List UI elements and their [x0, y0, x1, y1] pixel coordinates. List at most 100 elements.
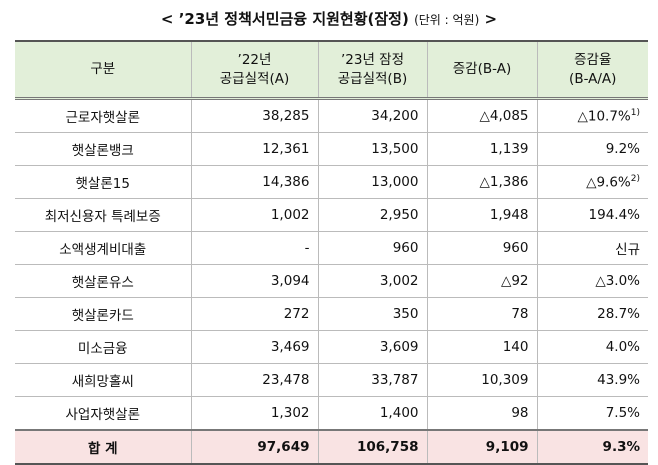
cell-text: 3,469 — [270, 339, 310, 355]
title-main: ’23년 정책서민금융 지원현황(잠정) — [178, 10, 409, 28]
header-text: 증감율 — [574, 51, 612, 68]
cell: 960 — [317, 231, 428, 265]
cell: 350 — [317, 297, 428, 331]
header-text: 공급실적(A) — [219, 70, 290, 87]
cell-text: 3,094 — [270, 273, 310, 289]
cell: 9.3% — [536, 429, 648, 465]
cell-text: 2,950 — [379, 207, 419, 223]
cell: 28.7% — [536, 297, 648, 331]
cell-text: 960 — [502, 240, 529, 256]
cell-text: 98 — [511, 405, 529, 421]
row-label: 햇살론15 — [15, 165, 192, 199]
cell: 38,285 — [190, 98, 319, 133]
cell-text: 12,361 — [262, 141, 310, 157]
cell-text: - — [304, 240, 310, 256]
cell-text: 43.9% — [597, 372, 640, 388]
cell-text: 13,500 — [371, 141, 419, 157]
cell: 33,787 — [317, 363, 428, 397]
header-text: ’22년 — [237, 51, 272, 68]
cell-text: 34,200 — [371, 108, 419, 124]
cell-text: 194.4% — [588, 207, 640, 223]
cell-text: △3.0% — [595, 273, 640, 289]
row-label: 최저신용자 특례보증 — [15, 198, 192, 232]
cell-text: 1,400 — [379, 405, 419, 421]
cell-text: △9.6% — [586, 174, 631, 191]
cell-text: 9,109 — [485, 439, 529, 455]
cell: 신규 — [536, 231, 648, 265]
cell: 194.4% — [536, 198, 648, 232]
cell: 98 — [426, 396, 538, 431]
cell: 43.9% — [536, 363, 648, 397]
cell: 97,649 — [190, 429, 319, 465]
title-suffix: > — [484, 10, 498, 28]
row: 새희망홀씨 23,478 33,787 10,309 43.9% — [15, 363, 648, 397]
cell: 9,109 — [426, 429, 538, 465]
cell: 960 — [426, 231, 538, 265]
header-text: 증감(B-A) — [452, 61, 512, 77]
cell: △1,386 — [426, 165, 538, 199]
cell-text: 140 — [502, 339, 529, 355]
cell: 4.0% — [536, 330, 648, 364]
header-text: ’23년 잠정 — [340, 51, 405, 68]
cell: 7.5% — [536, 396, 648, 431]
cell-text: 1,948 — [489, 207, 529, 223]
cell: 1,139 — [426, 132, 538, 166]
cell-text: △1,386 — [479, 174, 529, 190]
title: < ’23년 정책서민금융 지원현황(잠정) (단위 : 억원) > — [0, 8, 658, 29]
table: 구분 ’22년 공급실적(A) ’23년 잠정 공급실적(B) 증감(B-A) 증감율 (B-… — [15, 40, 648, 465]
cell: 272 — [190, 297, 319, 331]
cell: 34,200 — [317, 98, 428, 133]
row-label: 미소금융 — [15, 330, 192, 364]
cell: 3,002 — [317, 264, 428, 298]
row-label: 사업자햇살론 — [15, 396, 192, 431]
row-label: 근로자햇살론 — [15, 98, 192, 133]
header-cell: 증감율 (B-A/A) — [536, 40, 648, 100]
row: 근로자햇살론 38,285 34,200 △4,085 △10.7%1) — [15, 98, 648, 133]
row-label: 합 계 — [15, 429, 192, 465]
cell: - — [190, 231, 319, 265]
cell: 10,309 — [426, 363, 538, 397]
cell: 1,302 — [190, 396, 319, 431]
table-body: 근로자햇살론 38,285 34,200 △4,085 △10.7%1) 햇살론뱅크 12,… — [15, 98, 648, 465]
header-text: 구분 — [90, 61, 116, 77]
cell-text: 4.0% — [605, 339, 640, 355]
cell: △3.0% — [536, 264, 648, 298]
cell-text: 350 — [392, 306, 419, 322]
cell-text: 9.2% — [605, 141, 640, 157]
cell-text: 1,002 — [270, 207, 310, 223]
cell: 3,609 — [317, 330, 428, 364]
row: 햇살론15 14,386 13,000 △1,386 △9.6%2) — [15, 165, 648, 199]
cell-text: 78 — [511, 306, 529, 322]
cell-text: △92 — [500, 273, 529, 289]
cell: 1,400 — [317, 396, 428, 431]
row: 햇살론뱅크 12,361 13,500 1,139 9.2% — [15, 132, 648, 166]
cell: △92 — [426, 264, 538, 298]
cell-text: 1,139 — [489, 141, 529, 157]
title-prefix: < — [160, 10, 174, 28]
cell: 1,002 — [190, 198, 319, 232]
cell: △4,085 — [426, 98, 538, 133]
row-label: 새희망홀씨 — [15, 363, 192, 397]
cell-text: 23,478 — [262, 372, 310, 388]
cell-text: 106,758 — [357, 439, 419, 455]
cell-text: 960 — [392, 240, 419, 256]
row: 햇살론카드 272 350 78 28.7% — [15, 297, 648, 331]
cell: 14,386 — [190, 165, 319, 199]
row: 미소금융 3,469 3,609 140 4.0% — [15, 330, 648, 364]
cell: 9.2% — [536, 132, 648, 166]
cell: △9.6%2) — [536, 165, 648, 199]
row: 최저신용자 특례보증 1,002 2,950 1,948 194.4% — [15, 198, 648, 232]
unit: (단위 : 억원) — [414, 13, 480, 27]
row: 사업자햇살론 1,302 1,400 98 7.5% — [15, 396, 648, 431]
cell: 106,758 — [317, 429, 428, 465]
cell-text: 14,386 — [262, 174, 310, 190]
total-row: 합 계 97,649 106,758 9,109 9.3% — [15, 429, 648, 465]
footnote-mark: 1) — [630, 107, 640, 118]
cell-text: 1,302 — [270, 405, 310, 421]
row: 소액생계비대출 - 960 960 신규 — [15, 231, 648, 265]
footnote-mark: 2) — [630, 173, 640, 184]
cell-text: 13,000 — [371, 174, 419, 190]
cell-text: 3,609 — [379, 339, 419, 355]
